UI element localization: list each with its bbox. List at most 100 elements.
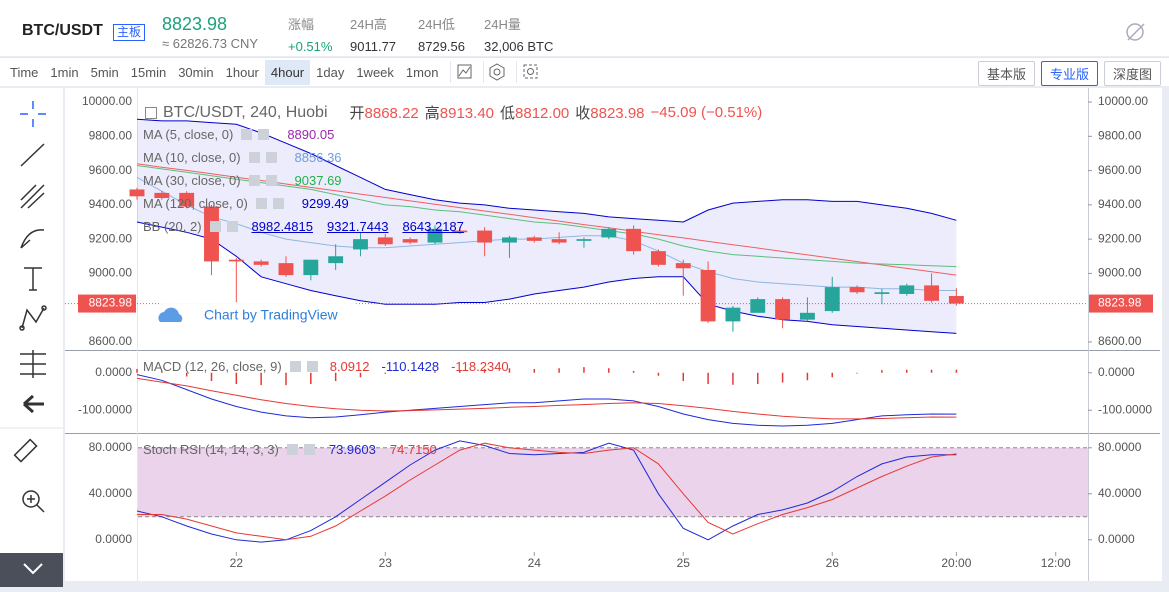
settings-icon[interactable]	[248, 152, 260, 163]
settings-icon[interactable]	[209, 221, 221, 232]
legend-row: MA (10, close, 0) 8856.36	[143, 150, 342, 165]
close-icon[interactable]	[265, 152, 277, 163]
stoch-value: 73.9603	[328, 442, 376, 457]
chart-type-icon[interactable]	[450, 61, 477, 83]
candle-body	[328, 256, 344, 264]
y-tick-label: 9200.00	[1098, 231, 1142, 245]
interval[interactable]: 1min	[50, 64, 79, 80]
settings-icon[interactable]	[286, 444, 298, 455]
x-tick-label: 24	[528, 556, 542, 570]
close-icon[interactable]	[306, 361, 318, 372]
y-tick-label: 9400.00	[1098, 197, 1142, 211]
watermark: Chart by TradingView	[204, 307, 338, 323]
ohlc-value: 8812.00	[515, 105, 570, 122]
indicator-icon[interactable]	[483, 61, 510, 83]
interval[interactable]: 1mon	[405, 64, 439, 80]
interval[interactable]: 4hour	[264, 59, 311, 85]
stoch-label: Stoch RSI (14, 14, 3, 3)	[143, 442, 279, 457]
y-tick-label: -100.0000	[1098, 402, 1152, 416]
stat: 24H高 9011.77	[350, 14, 396, 54]
bb-lower	[136, 221, 957, 334]
close-icon[interactable]	[258, 129, 270, 140]
stat-value: 8729.56	[418, 39, 465, 54]
x-tick-label: 12:00	[1041, 556, 1071, 570]
settings-icon[interactable]	[289, 361, 301, 372]
settings-icon[interactable]	[255, 198, 267, 209]
view-button[interactable]: 深度图	[1103, 61, 1161, 86]
stoch-band	[138, 447, 1088, 517]
last-price: 8823.98	[162, 14, 228, 34]
candle-body	[303, 259, 319, 276]
y-tick-label-left: 9600.00	[89, 163, 133, 177]
bb-value: 8643.2187	[402, 219, 464, 234]
y-tick-label-left: 0.0000	[95, 532, 132, 546]
y-tick-label-left: 8600.00	[89, 334, 133, 348]
legend-row: MA (5, close, 0) 8890.05	[143, 127, 334, 142]
candle-body	[675, 263, 691, 269]
x-tick-label: 26	[826, 556, 840, 570]
indicator-value: 9037.69	[294, 173, 342, 188]
tool-icons	[0, 101, 63, 587]
view-button[interactable]: 基本版	[977, 61, 1035, 86]
candle-body	[601, 228, 617, 238]
y-tick-label-left: 10000.00	[82, 94, 132, 108]
stat-label: 涨幅	[288, 17, 315, 32]
interval[interactable]: 15min	[130, 64, 167, 80]
y-tick-label: 0.0000	[1098, 532, 1135, 546]
close-icon[interactable]	[303, 444, 315, 455]
stoch-d	[137, 442, 957, 541]
screenshot-icon[interactable]	[516, 61, 543, 83]
y-tick-label: 40.0000	[1098, 486, 1142, 500]
interval[interactable]: 1week	[356, 64, 394, 80]
legend-row: BB (20, 2) 8982.4815 9321.7443 8643.2187	[143, 219, 464, 234]
interval[interactable]: 1day	[316, 64, 345, 80]
y-tick-label: 9600.00	[1098, 163, 1142, 177]
theme-icon[interactable]	[1124, 20, 1148, 44]
indicator-label: MA (5, close, 0)	[143, 127, 234, 142]
candle-body	[650, 251, 666, 265]
ohlc-item: 高8913.40	[425, 102, 494, 123]
candle-body	[700, 269, 716, 322]
candle-body	[278, 263, 294, 276]
close-icon[interactable]	[272, 198, 284, 209]
legend-row: MA (30, close, 0) 9037.69	[143, 173, 342, 188]
settings-icon[interactable]	[241, 129, 253, 140]
candle-body	[899, 285, 915, 294]
interval[interactable]: 30min	[178, 64, 214, 80]
interval[interactable]: 5min	[90, 64, 119, 80]
price-tag-label: 8823.98	[89, 296, 133, 310]
settings-icon[interactable]	[248, 175, 260, 186]
bb-value: 9321.7443	[326, 219, 389, 234]
macd-value: 8.0912	[329, 359, 370, 374]
bb-value: 8982.4815	[251, 219, 313, 234]
header: BTC/USDT 主板 8823.98 ≈ 62826.73 CNY 涨幅 +0.…	[0, 0, 1169, 56]
interval[interactable]: Time	[10, 64, 39, 80]
y-tick-label: 8600.00	[1098, 334, 1142, 348]
collapse-icon[interactable]	[145, 106, 157, 119]
stat: 24H低 8729.56	[418, 14, 465, 54]
close-icon[interactable]	[226, 221, 238, 232]
y-tick-label-left: 9800.00	[89, 128, 133, 142]
toolbar: Time 1min 5min 15min 30min 1hour 4hour 1day 1wee…	[0, 57, 1169, 86]
candle-body	[849, 287, 865, 293]
close-icon[interactable]	[265, 175, 277, 186]
interval[interactable]: 1hour	[225, 64, 259, 80]
candle-body	[377, 237, 393, 245]
ohlc-label: 低	[500, 105, 516, 122]
candle-body	[353, 239, 368, 250]
candle-body	[874, 292, 890, 294]
candle-body	[799, 312, 815, 320]
view-button[interactable]: 专业版	[1040, 61, 1098, 86]
intervals: Time 1min 5min 15min 30min 1hour 4hour 1day 1wee…	[4, 59, 444, 85]
candle-body	[948, 295, 964, 304]
indicator-label: MA (10, close, 0)	[143, 150, 241, 165]
watermark-logo	[158, 307, 183, 322]
macd-label: MACD (12, 26, close, 9)	[143, 359, 282, 374]
y-tick-label: 9000.00	[1098, 266, 1142, 280]
stat-label: 24H量	[484, 17, 521, 32]
stat-label: 24H低	[418, 17, 455, 32]
candle-body	[502, 237, 517, 243]
drawing-tools	[0, 88, 63, 587]
views: 基本版 专业版 深度图	[977, 61, 1161, 86]
change: −45.09 (−0.51%)	[650, 104, 763, 121]
